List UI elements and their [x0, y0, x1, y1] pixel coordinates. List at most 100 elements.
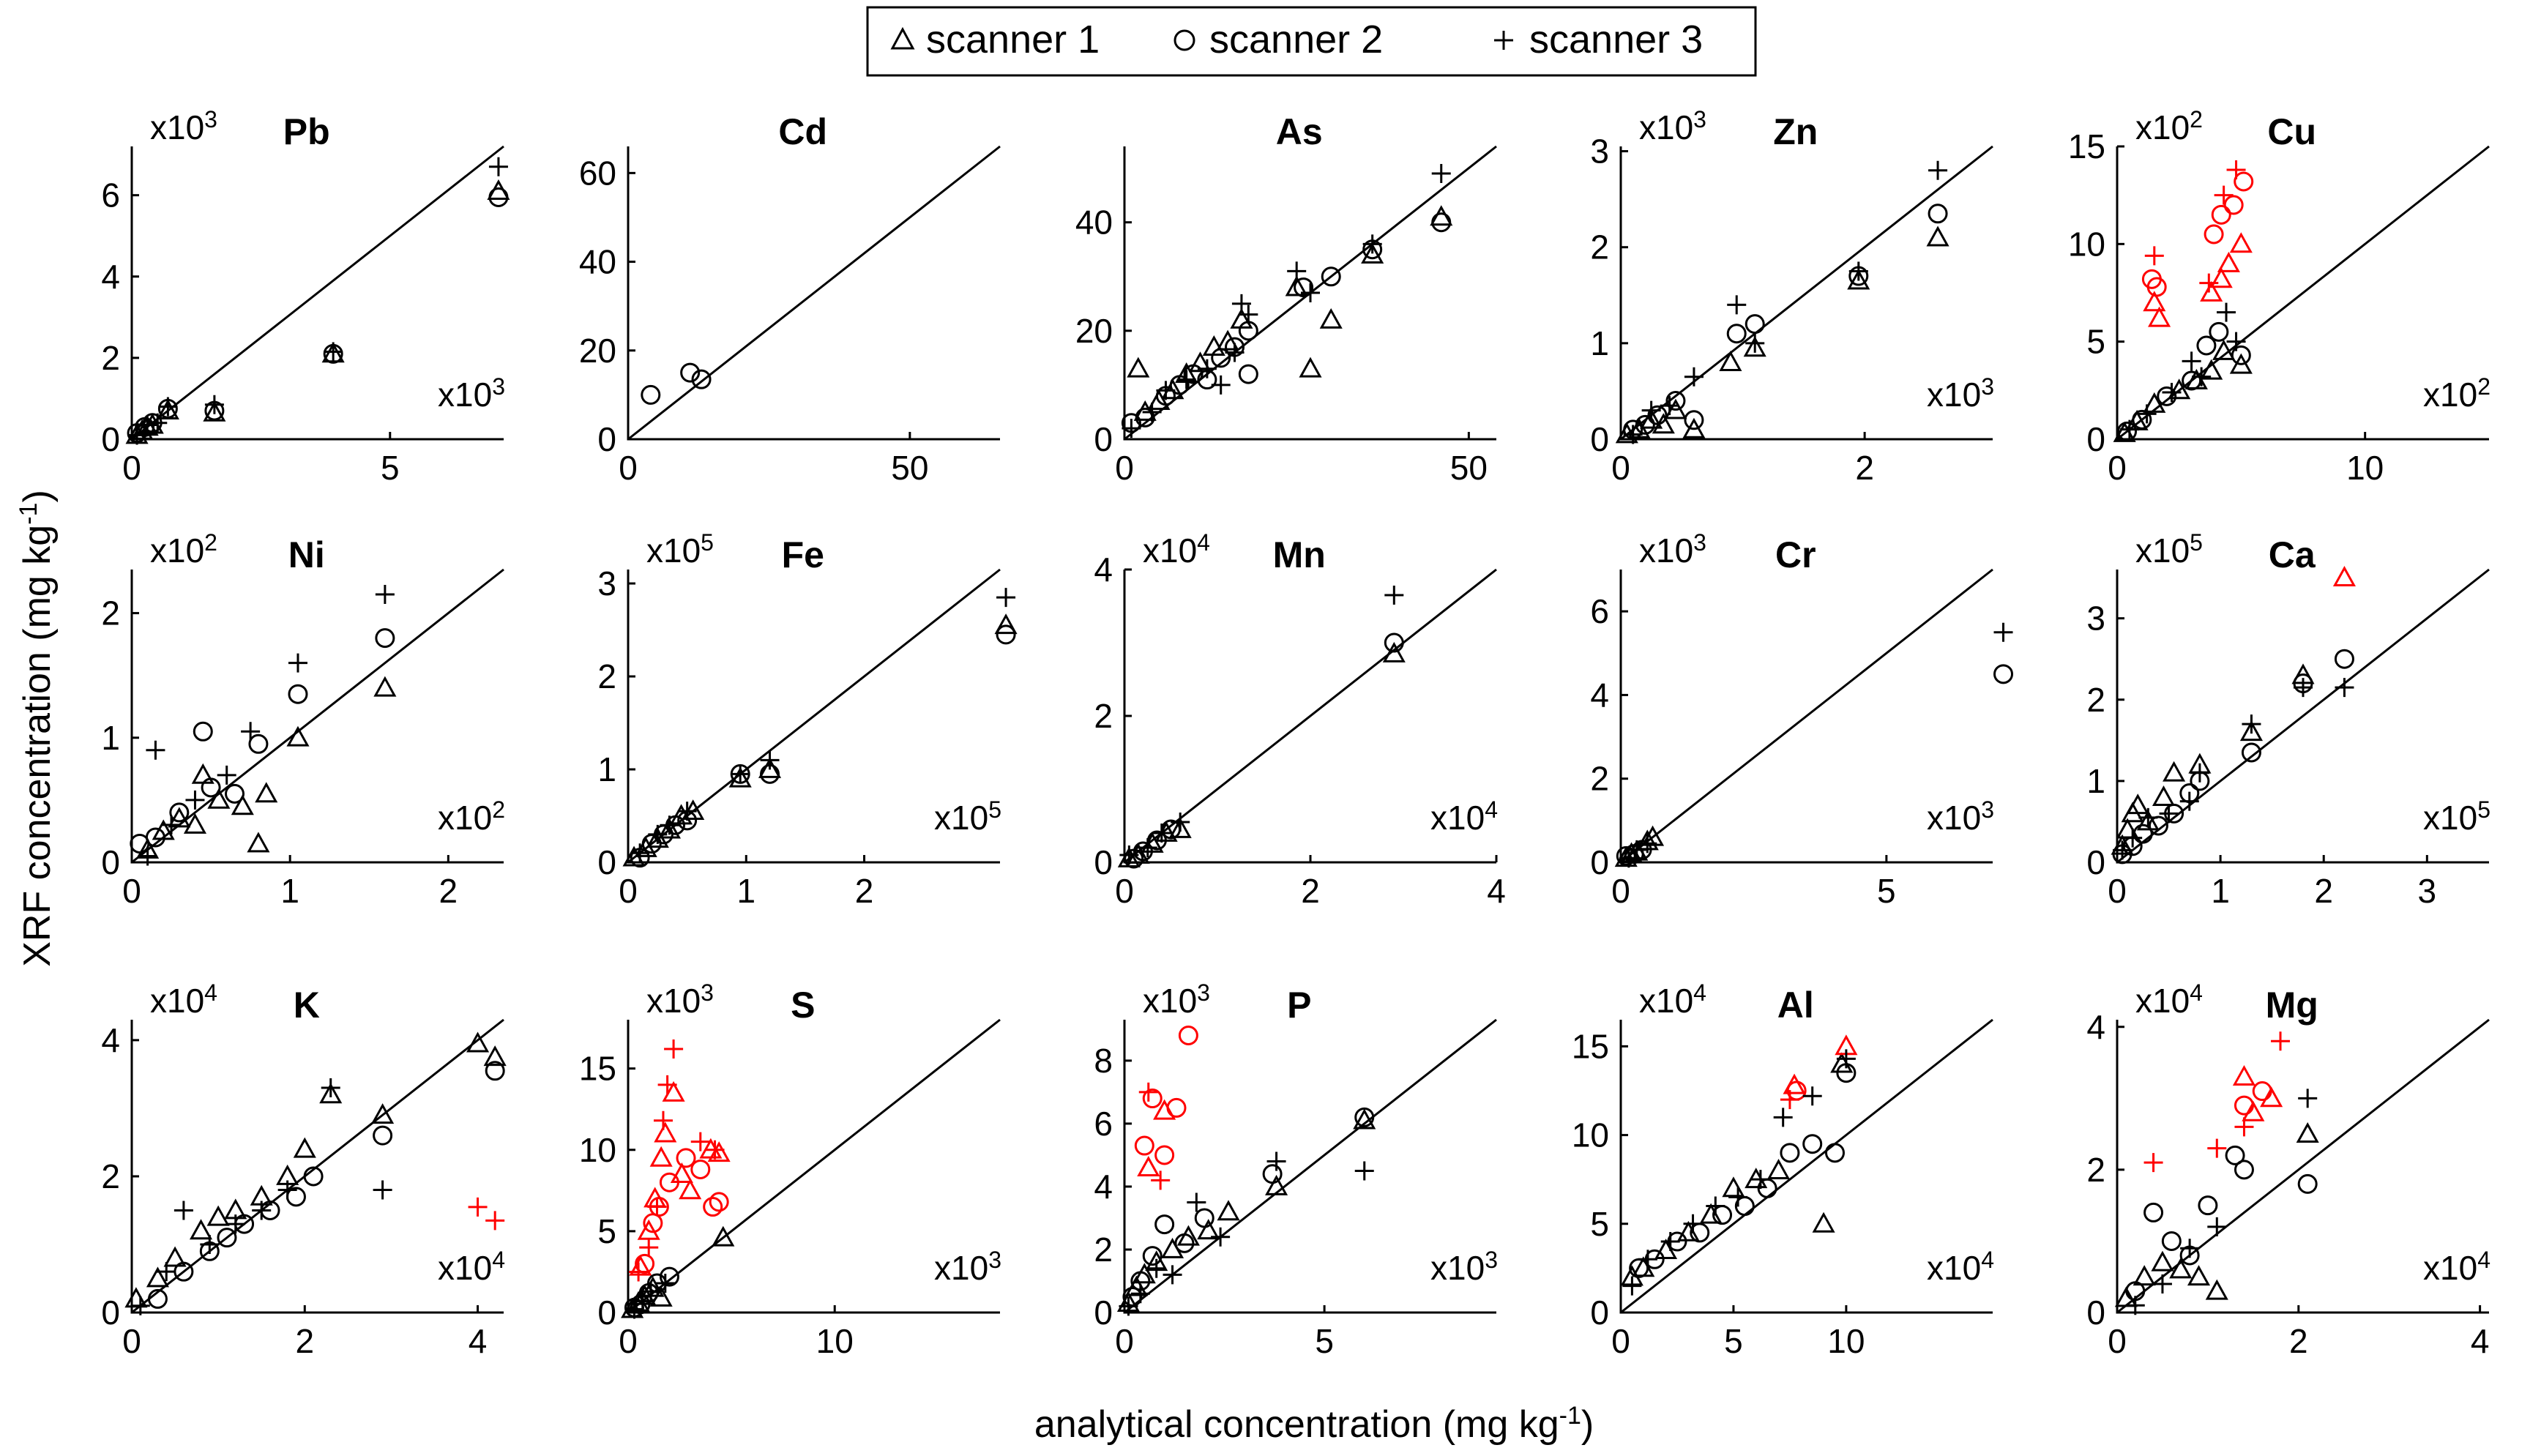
data-point-plus — [633, 1291, 652, 1311]
data-point-triangle — [1847, 269, 1870, 290]
data-point-plus — [1384, 586, 1404, 605]
data-point-circle — [169, 802, 190, 823]
data-point-circle — [1183, 364, 1204, 384]
y-tick-label: 2 — [101, 339, 120, 377]
legend: scanner 1 scanner 2 scanner 3 — [866, 6, 1757, 77]
data-point-circle — [1154, 1214, 1175, 1235]
outlier-point-triangle — [2200, 280, 2223, 302]
x-exponent-label: x103 — [438, 373, 505, 414]
x-tick-label: 4 — [2471, 1322, 2490, 1360]
x-tick-label: 3 — [2418, 872, 2437, 910]
data-point-triangle — [373, 676, 397, 697]
x-tick-label: 0 — [1611, 1322, 1630, 1360]
panel-cu: 0 10 0 5 10 15 Cu x102 x102 — [2068, 106, 2490, 487]
data-point-circle — [1824, 1143, 1845, 1163]
outlier-point-triangle — [679, 1179, 702, 1200]
data-point-plus — [1683, 1214, 1703, 1233]
y-tick-label: 3 — [597, 564, 616, 602]
x-tick-label: 0 — [2108, 872, 2127, 910]
data-point-plus — [2119, 419, 2139, 439]
x-tick-label: 0 — [619, 449, 638, 487]
data-point-plus — [1266, 1151, 1286, 1171]
outlier-point-plus — [653, 1110, 673, 1130]
outlier-point-circle — [690, 1159, 711, 1179]
y-tick-label: 4 — [1094, 550, 1113, 589]
data-point-triangle — [1147, 389, 1171, 411]
outlier-point-circle — [1154, 1145, 1175, 1165]
data-point-circle — [248, 733, 269, 754]
y-tick-label: 60 — [579, 154, 616, 192]
data-point-plus — [660, 815, 679, 835]
legend-label-scanner-3: scanner 3 — [1529, 18, 1703, 61]
outlier-point-plus — [2207, 1138, 2227, 1158]
data-point-plus — [1287, 261, 1307, 281]
y-tick-label: 20 — [1075, 312, 1113, 350]
data-point-circle — [2157, 386, 2177, 406]
y-tick-label: 8 — [1094, 1042, 1113, 1080]
data-point-circle — [996, 624, 1016, 645]
data-point-triangle — [1265, 1174, 1288, 1195]
data-point-plus — [2138, 807, 2158, 827]
data-point-plus — [2207, 1217, 2227, 1236]
outlier-point-circle — [659, 1172, 679, 1192]
y-exponent-label: x104 — [1639, 979, 1706, 1020]
data-point-plus — [138, 846, 157, 866]
y-tick-label: 6 — [1590, 592, 1609, 630]
x-exponent-label: x104 — [1430, 796, 1498, 837]
y-tick-label: 2 — [2086, 681, 2105, 719]
data-point-plus — [204, 395, 224, 414]
data-point-triangle — [1168, 817, 1192, 838]
data-point-circle — [1321, 266, 1341, 287]
data-point-circle — [1647, 405, 1668, 425]
data-point-circle — [1635, 414, 1655, 435]
data-point-plus — [2242, 714, 2261, 734]
y-tick-label: 2 — [1094, 697, 1113, 735]
y-exponent-label: x104 — [150, 979, 217, 1020]
y-tick-label: 1 — [101, 719, 120, 757]
data-point-triangle — [1230, 307, 1253, 329]
data-point-plus — [1197, 359, 1217, 378]
data-point-plus — [677, 802, 697, 821]
outlier-point-circle — [1166, 1097, 1187, 1118]
data-point-triangle — [1766, 1158, 1791, 1179]
x-tick-label: 2 — [295, 1322, 314, 1360]
outlier-point-circle — [2252, 1081, 2272, 1102]
data-point-circle — [1294, 277, 1314, 298]
y-tick-label: 1 — [597, 750, 616, 788]
data-point-plus — [2159, 804, 2179, 824]
data-point-plus — [1171, 813, 1190, 832]
data-point-plus — [1619, 848, 1638, 868]
x-tick-label: 4 — [469, 1322, 488, 1360]
outlier-point-plus — [2271, 1031, 2291, 1051]
y-tick-label: 2 — [101, 594, 120, 632]
data-point-triangle — [2168, 378, 2191, 400]
one-to-one-line — [131, 1018, 504, 1314]
y-tick-label: 3 — [1590, 132, 1609, 171]
data-point-plus — [1928, 160, 1948, 180]
data-point-circle — [193, 721, 213, 742]
y-tick-label: 2 — [2086, 1151, 2105, 1189]
outlier-point-triangle — [2217, 251, 2240, 272]
one-to-one-line — [1620, 145, 1993, 441]
y-tick-label: 6 — [101, 176, 120, 214]
data-point-plus — [1130, 1284, 1150, 1304]
data-point-triangle — [1299, 356, 1322, 378]
data-point-circle — [2132, 409, 2152, 430]
y-tick-label: 5 — [597, 1212, 616, 1250]
outlier-point-triangle — [2148, 306, 2171, 327]
data-point-plus — [1142, 402, 1162, 422]
x-tick-label: 1 — [280, 872, 299, 910]
y-tick-label: 40 — [1075, 204, 1113, 242]
data-point-triangle — [2200, 359, 2223, 380]
y-exponent-label: x102 — [150, 529, 217, 570]
x-tick-label: 10 — [816, 1322, 854, 1360]
data-point-plus — [1119, 845, 1139, 865]
data-point-triangle — [2169, 1258, 2193, 1279]
x-tick-label: 4 — [1487, 872, 1506, 910]
y-tick-label: 2 — [597, 657, 616, 695]
x-tick-label: 2 — [2314, 872, 2333, 910]
data-point-circle — [1384, 632, 1404, 653]
y-exponent-label: x104 — [1143, 529, 1210, 570]
x-tick-label: 0 — [1115, 872, 1134, 910]
one-to-one-line — [1620, 568, 1993, 864]
